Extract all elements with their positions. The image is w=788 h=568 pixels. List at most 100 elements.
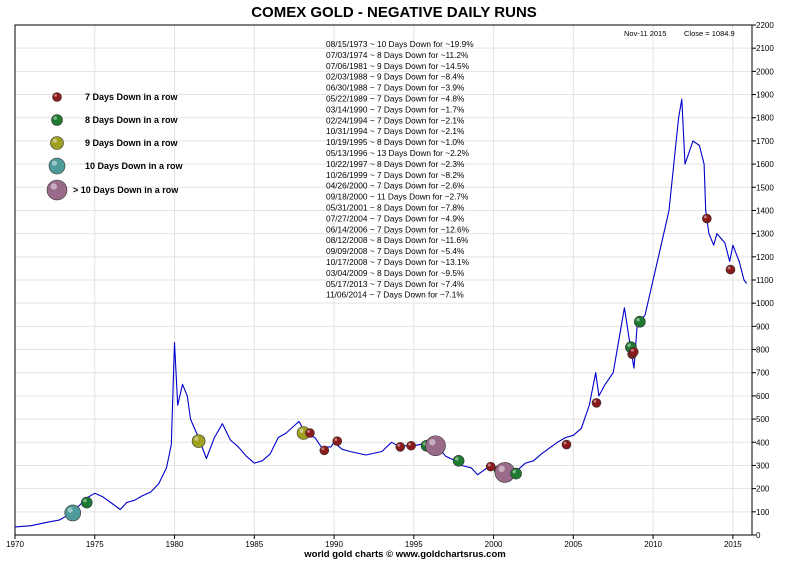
run-marker-highlight [299,428,304,433]
run-marker-highlight [630,348,634,352]
run-marker [305,428,315,438]
legend-label: 10 Days Down in a row [85,161,184,171]
run-marker [510,467,522,480]
run-marker [332,436,343,446]
run-list-item: 10/31/1994 ~ 7 Days Down for ~2.1% [326,126,465,136]
legend-swatch [52,92,62,102]
run-marker-highlight [321,447,325,451]
legend-entry: 10 Days Down in a row [48,157,184,175]
run-list-item: 07/03/1974 ~ 8 Days Down for ~11.2% [326,50,469,60]
legend-swatch-highlight [54,93,58,97]
run-marker-highlight [429,439,436,446]
y-tick-label: 800 [756,346,770,355]
legend-entry: 7 Days Down in a row [52,92,179,102]
y-tick-label: 600 [756,392,770,401]
run-list-item: 05/22/1989 ~ 7 Days Down for ~4.8% [326,94,465,104]
run-list-item: 06/14/2006 ~ 7 Days Down for ~12.6% [326,224,470,234]
run-list-item: 10/19/1995 ~ 8 Days Down for ~1.0% [326,137,465,147]
chart-title: COMEX GOLD - NEGATIVE DAILY RUNS [251,4,537,21]
run-marker [64,504,82,522]
legend-entry: 9 Days Down in a row [50,136,179,150]
legend-label: 8 Days Down in a row [85,115,179,125]
y-tick-label: 1700 [756,137,774,146]
run-list-item: 05/13/1996 ~ 13 Days Down for ~2.2% [326,148,470,158]
grid-layer [15,25,752,535]
legend-label: 7 Days Down in a row [85,92,179,102]
run-marker [725,264,736,275]
run-list-item: 06/30/1988 ~ 7 Days Down for ~3.9% [326,83,465,93]
info-close: Close = 1084.9 [684,29,735,38]
y-tick-label: 2200 [756,21,774,30]
run-list-item: 04/26/2000 ~ 7 Days Down for ~2.6% [326,181,465,191]
legend-swatch [48,157,66,175]
y-tick-label: 1300 [756,230,774,239]
x-tick-label: 1975 [86,540,104,549]
y-tick-label: 1200 [756,253,774,262]
run-marker [406,440,416,451]
run-marker-highlight [703,215,707,219]
y-tick-label: 700 [756,369,770,378]
run-list-item: 10/26/1999 ~ 7 Days Down for ~8.2% [326,170,465,180]
run-marker-highlight [194,436,199,441]
run-marker-highlight [593,399,597,403]
run-list-item: 09/09/2008 ~ 7 Days Down for ~5.4% [326,246,465,256]
run-marker [702,213,712,224]
y-tick-label: 2100 [756,44,774,53]
y-tick-label: 1600 [756,160,774,169]
y-tick-label: 1100 [756,276,774,285]
run-list-item: 10/22/1997 ~ 8 Days Down for ~2.3% [326,159,465,169]
y-tick-label: 500 [756,415,770,424]
x-tick-label: 1985 [245,540,263,549]
legend-swatch [50,136,64,150]
run-marker [561,439,572,450]
y-tick-label: 0 [756,531,761,540]
run-list-item: 03/14/1990 ~ 7 Days Down for ~1.7% [326,104,465,114]
run-list-item: 05/17/2013 ~ 7 Days Down for ~7.4% [326,279,465,289]
legend-label: > 10 Days Down in a row [73,185,179,195]
y-tick-label: 1400 [756,206,774,215]
run-list-item: 05/31/2001 ~ 8 Days Down for ~7.8% [326,203,465,213]
x-tick-label: 1995 [405,540,423,549]
axis-layer: 0 100 200 300 400 500 600 700 800 900 1000 1100 1200… [6,21,774,549]
y-tick-label: 1800 [756,114,774,123]
run-marker-highlight [636,318,640,322]
x-tick-label: 2005 [564,540,582,549]
info-date: Nov-11 2015 [624,29,666,38]
run-marker [485,461,496,472]
run-list-item: 03/04/2009 ~ 8 Days Down for ~9.5% [326,268,465,278]
run-list-item: 08/12/2008 ~ 8 Days Down for ~11.6% [326,235,469,245]
run-marker-highlight [487,463,491,467]
run-marker-highlight [498,465,505,473]
run-marker-highlight [83,498,87,503]
run-marker [628,347,639,357]
run-marker-highlight [563,441,567,445]
legend-swatch [46,179,68,201]
run-marker [634,315,646,328]
run-list-item: 09/18/2000 ~ 11 Days Down for ~2.7% [326,192,469,202]
legend-label: 9 Days Down in a row [85,138,179,148]
x-tick-label: 2000 [485,540,503,549]
run-list-item: 10/17/2008 ~ 7 Days Down for ~13.1% [326,257,470,267]
run-marker [80,496,93,509]
run-marker-highlight [627,343,631,348]
run-list-item: 07/06/1981 ~ 9 Days Down for ~14.5% [326,61,470,71]
x-tick-label: 1980 [166,540,184,549]
y-tick-label: 1500 [756,183,774,192]
run-list-item: 02/24/1994 ~ 7 Days Down for ~2.1% [326,115,465,125]
legend-swatch-highlight [52,138,57,143]
run-marker [395,442,406,452]
run-list-item: 11/06/2014 ~ 7 Days Down for ~7.1% [326,290,464,300]
y-tick-label: 400 [756,438,770,447]
y-tick-label: 1900 [756,91,774,100]
x-tick-label: 2015 [724,540,742,549]
y-tick-label: 100 [756,508,770,517]
run-marker-highlight [334,438,338,441]
y-tick-label: 2000 [756,67,774,76]
x-tick-label: 2010 [644,540,662,549]
legend-entry: 8 Days Down in a row [51,114,179,126]
markers-layer [64,213,736,522]
legend-swatch-highlight [51,160,57,166]
